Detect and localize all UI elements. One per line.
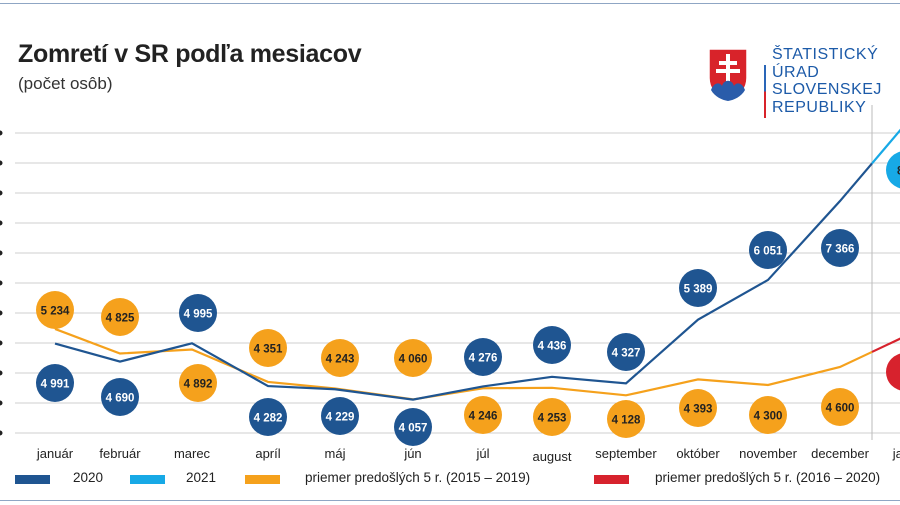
legend-swatch-2020: [15, 475, 50, 484]
data-avg-2015-2019-label: 5 234: [41, 306, 70, 318]
y-tick-mark: [0, 340, 3, 346]
data-avg-2015-2019-marker: [249, 329, 287, 367]
data-2020-label: 7 366: [826, 244, 855, 256]
legend-swatch-avg-2015-2019: [245, 475, 280, 484]
data-2020-label: 4 276: [469, 353, 498, 365]
data-avg-2015-2019-label: 4 351: [254, 344, 283, 356]
legend-label-avg-2015-2019: priemer predošlých 5 r. (2015 – 2019): [305, 470, 531, 485]
data-2020-label: 4 690: [106, 393, 135, 405]
legend-swatch-avg-2016-2020: [594, 475, 629, 484]
y-tick-mark: [0, 130, 3, 136]
legend-swatch-2021: [130, 475, 165, 484]
y-tick-mark: [0, 250, 3, 256]
data-2021-marker: [886, 151, 900, 189]
data-avg-2015-2019-marker: [101, 298, 139, 336]
y-tick-mark: [0, 190, 3, 196]
y-tick-mark: [0, 370, 3, 376]
data-avg-2015-2019-label: 4 128: [612, 415, 641, 427]
series-line-avg-2015-2019: [54, 327, 873, 401]
slovak-coat-of-arms-icon: [708, 48, 748, 102]
logo-line: SLOVENSKEJ: [772, 81, 882, 98]
x-tick-label: december: [811, 446, 869, 461]
data-2020-marker: [607, 333, 645, 371]
x-tick-label: február: [99, 446, 141, 461]
y-tick-mark: [0, 220, 3, 226]
x-tick-label: október: [676, 446, 720, 461]
data-avg-2015-2019-marker: [679, 389, 717, 427]
legend-label-2021: 2021: [186, 470, 217, 485]
data-2020-label: 4 229: [326, 412, 355, 424]
y-tick-mark: [0, 310, 3, 316]
data-avg-2015-2019-label: 4 060: [399, 354, 428, 366]
logo-text: ŠTATISTICKÝ ÚRAD SLOVENSKEJ REPUBLIKY: [772, 46, 882, 116]
y-tick-mark: [0, 400, 3, 406]
data-2020-label: 4 057: [399, 423, 428, 435]
data-avg-2015-2019-marker: [607, 400, 645, 438]
x-tick-label: marec: [174, 446, 211, 461]
data-2020-marker: [321, 397, 359, 435]
data-avg-2015-2019-label: 4 393: [684, 404, 713, 416]
data-2020-label: 4 991: [41, 379, 70, 391]
y-tick-mark: [0, 280, 3, 286]
bottom-border: [0, 500, 900, 501]
data-2020-marker: [249, 398, 287, 436]
x-tick-label: august: [532, 449, 571, 464]
logo-line: ŠTATISTICKÝ: [772, 46, 879, 63]
x-tick-label: janu: [892, 446, 900, 461]
x-tick-label: máj: [325, 446, 346, 461]
logo-line: REPUBLIKY: [772, 98, 867, 116]
data-2020-marker: [821, 229, 859, 267]
legend-label-2020: 2020: [73, 470, 104, 485]
data-2020-label: 4 436: [538, 341, 567, 353]
series-line-avg-2016-2020: [871, 337, 900, 353]
data-avg-2015-2019-label: 4 300: [754, 411, 783, 423]
data-2020-label: 4 327: [612, 348, 641, 360]
x-tick-label: september: [595, 446, 657, 461]
data-avg-2015-2019-marker: [533, 398, 571, 436]
data-2020-marker: [749, 231, 787, 269]
data-avg-2015-2019-label: 4 892: [184, 379, 213, 391]
top-border: [0, 3, 900, 4]
data-avg-2015-2019-label: 4 253: [538, 413, 567, 425]
x-tick-label: jún: [403, 446, 421, 461]
data-2020-marker: [394, 408, 432, 446]
data-2020-marker: [464, 338, 502, 376]
data-avg-2016-2020-marker: [886, 353, 900, 391]
data-avg-2015-2019-marker: [36, 291, 74, 329]
data-2020-marker: [679, 269, 717, 307]
data-2020-marker: [101, 378, 139, 416]
data-avg-2015-2019-marker: [749, 396, 787, 434]
chart-subtitle: (počet osôb): [18, 74, 113, 93]
legend-label-avg-2016-2020: priemer predošlých 5 r. (2016 – 2020): [655, 470, 881, 485]
data-2020-marker: [533, 326, 571, 364]
data-avg-2015-2019-marker: [821, 388, 859, 426]
data-2021-label: 8 6: [897, 166, 900, 178]
logo-divider: [764, 52, 766, 118]
x-tick-label: júl: [475, 446, 489, 461]
x-tick-label: január: [36, 446, 74, 461]
logo-line: ÚRAD: [772, 63, 820, 81]
data-2020-marker: [36, 364, 74, 402]
data-avg-2015-2019-label: 4 600: [826, 403, 855, 415]
data-avg-2015-2019-marker: [394, 339, 432, 377]
x-tick-label: apríl: [255, 446, 280, 461]
data-avg-2015-2019-label: 4 243: [326, 354, 355, 366]
data-avg-2015-2019-marker: [179, 364, 217, 402]
data-avg-2015-2019-marker: [321, 339, 359, 377]
data-avg-2015-2019-label: 4 246: [469, 411, 498, 423]
y-tick-mark: [0, 160, 3, 166]
data-2020-marker: [179, 294, 217, 332]
x-tick-label: november: [739, 446, 797, 461]
data-2020-label: 6 051: [754, 246, 783, 258]
data-2020-label: 4 282: [254, 413, 283, 425]
series-line-2020: [54, 162, 873, 401]
data-2020-label: 5 389: [684, 284, 713, 296]
y-tick-mark: [0, 430, 3, 436]
data-avg-2015-2019-label: 4 825: [106, 313, 135, 325]
data-avg-2015-2019-marker: [464, 396, 502, 434]
statistical-office-logo: ŠTATISTICKÝ ÚRAD SLOVENSKEJ REPUBLIKY: [708, 46, 898, 120]
data-2020-label: 4 995: [184, 309, 213, 321]
chart-title: Zomretí v SR podľa mesiacov: [18, 40, 362, 68]
